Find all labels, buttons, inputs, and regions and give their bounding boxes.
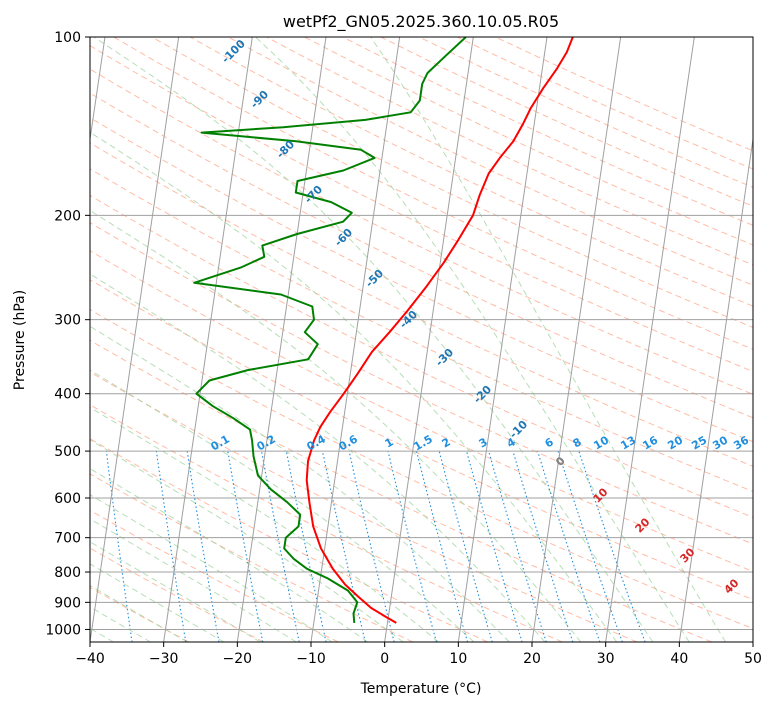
x-tick-label: 40	[670, 651, 688, 667]
y-tick-label: 100	[54, 30, 81, 46]
x-tick-label: 30	[597, 651, 615, 667]
y-tick-label: 1000	[45, 622, 81, 638]
y-tick-label: 600	[54, 491, 81, 507]
x-tick-label: 10	[449, 651, 467, 667]
y-tick-label: 900	[54, 595, 81, 611]
y-tick-label: 700	[54, 531, 81, 547]
x-tick-label: −30	[149, 651, 179, 667]
chart-title: wetPf2_GN05.2025.360.10.05.R05	[283, 12, 559, 32]
y-tick-label: 400	[54, 387, 81, 403]
x-tick-label: −40	[75, 651, 105, 667]
y-tick-label: 200	[54, 208, 81, 224]
y-axis-label: Pressure (hPa)	[12, 290, 28, 390]
x-tick-label: 50	[744, 651, 762, 667]
x-axis-label: Temperature (°C)	[360, 681, 482, 697]
y-tick-label: 300	[54, 313, 81, 329]
x-tick-label: −20	[223, 651, 253, 667]
x-tick-label: −10	[296, 651, 326, 667]
y-tick-label: 800	[54, 565, 81, 581]
y-tick-label: 500	[54, 444, 81, 460]
x-tick-label: 20	[523, 651, 541, 667]
x-tick-label: 0	[380, 651, 389, 667]
